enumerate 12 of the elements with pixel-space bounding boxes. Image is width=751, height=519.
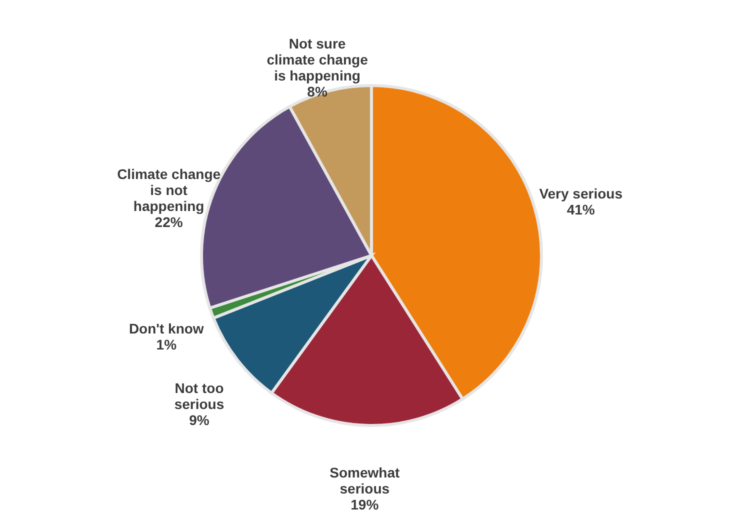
- slice-label: Not too serious: [174, 380, 224, 412]
- data-label: 41%: [566, 202, 596, 218]
- data-label: 1%: [156, 336, 178, 352]
- slice-label: Very serious: [539, 186, 623, 202]
- slice-label: Somewhat serious: [330, 464, 400, 496]
- slice-label: Don't know: [128, 320, 204, 336]
- data-label: 9%: [189, 412, 210, 428]
- data-label: 22%: [154, 214, 184, 230]
- slice-label: Climate change is not happening: [117, 166, 221, 214]
- data-label: 19%: [350, 496, 380, 512]
- data-label: 8%: [307, 83, 328, 100]
- slice-label: Not sure climate change is happening: [266, 35, 368, 84]
